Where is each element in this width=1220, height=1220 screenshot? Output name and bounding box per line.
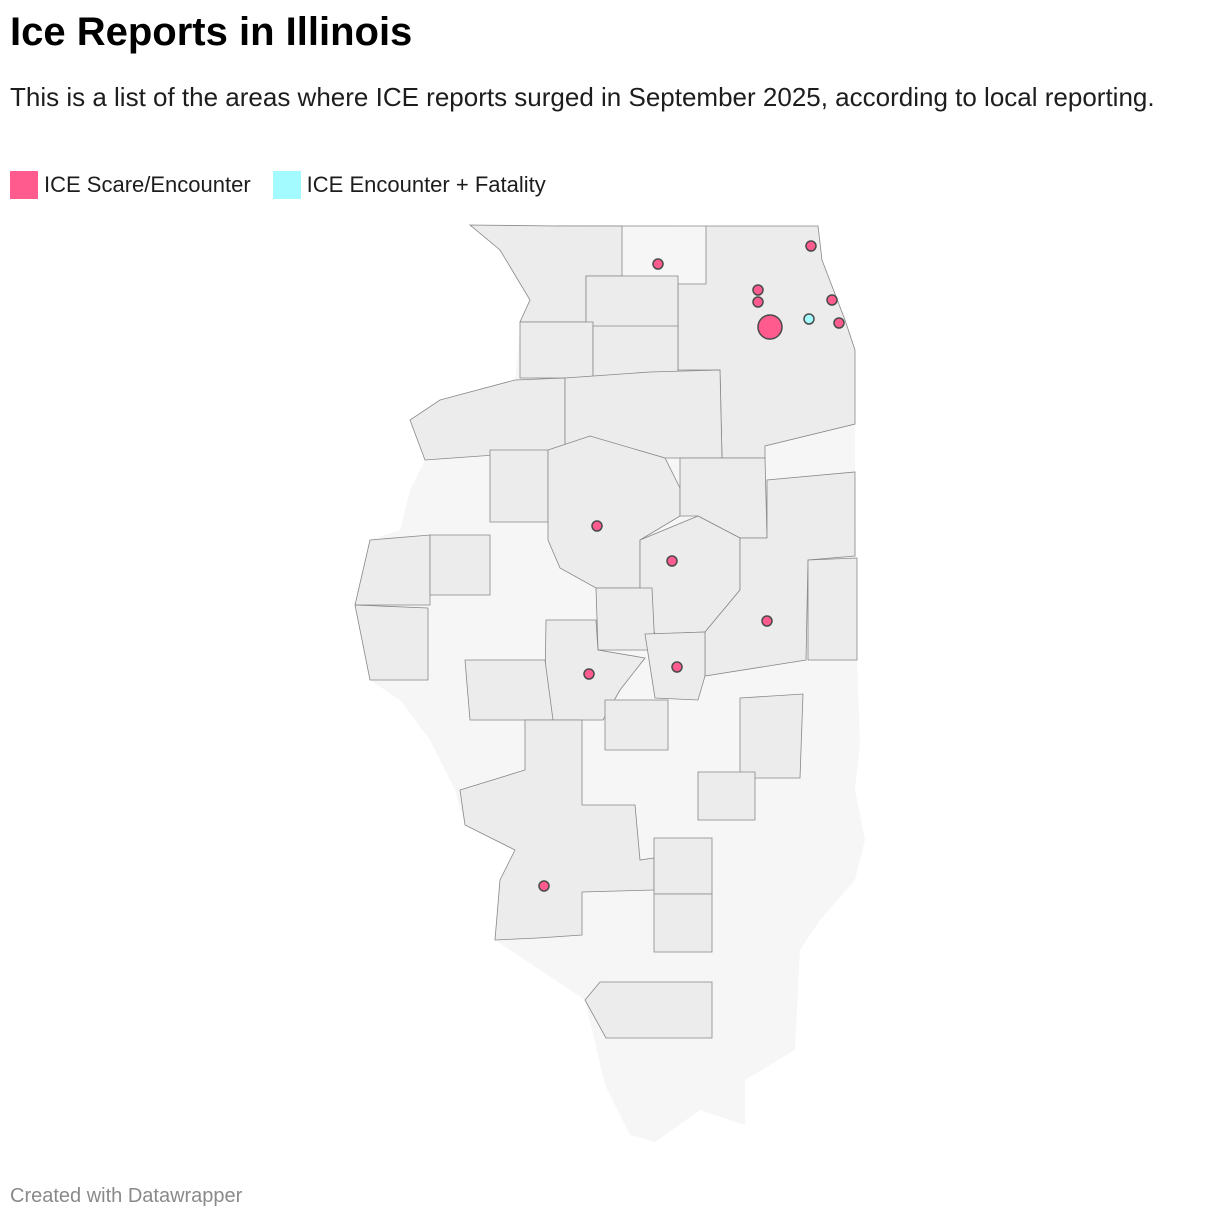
legend-label: ICE Scare/Encounter — [44, 172, 251, 197]
legend-item: ICE Scare/Encounter — [10, 171, 251, 199]
report-marker — [752, 284, 764, 296]
report-marker — [833, 317, 845, 329]
report-marker — [652, 258, 664, 270]
legend: ICE Scare/Encounter ICE Encounter + Fata… — [10, 171, 546, 199]
legend-swatch — [10, 171, 38, 199]
map — [354, 224, 858, 1039]
report-marker — [591, 520, 603, 532]
report-marker — [671, 661, 683, 673]
report-marker — [803, 313, 815, 325]
report-marker — [761, 615, 773, 627]
report-marker — [538, 880, 550, 892]
report-marker — [583, 668, 595, 680]
legend-label: ICE Encounter + Fatality — [306, 172, 546, 197]
report-marker — [752, 296, 764, 308]
counties — [354, 224, 858, 1039]
report-marker — [826, 294, 838, 306]
footer: Created with Datawrapper — [10, 1185, 243, 1207]
legend-swatch — [272, 171, 301, 199]
title: Ice Reports in Illinois — [10, 10, 413, 54]
report-marker — [666, 555, 678, 567]
report-marker — [757, 314, 783, 340]
legend-item: ICE Encounter + Fatality — [272, 171, 546, 199]
report-marker — [805, 240, 817, 252]
subtitle: This is a list of the areas where ICE re… — [10, 82, 1155, 112]
